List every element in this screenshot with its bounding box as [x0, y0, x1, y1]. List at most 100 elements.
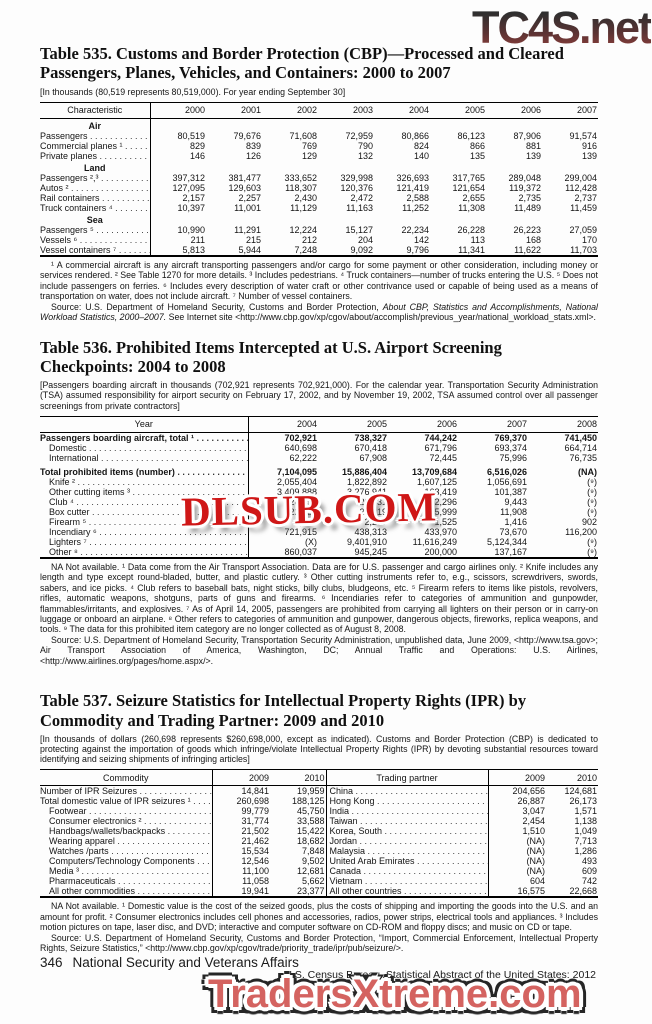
column-header-year: 2000 — [150, 101, 206, 119]
empty-cell — [542, 213, 598, 225]
value-cell: 839 — [245, 140, 261, 151]
page-number: 346 — [40, 955, 63, 970]
row-label-text: Handbags/wallets/backpacks — [49, 826, 166, 837]
empty-cell — [150, 213, 206, 225]
row-label: Footwear — [40, 806, 213, 817]
row-label: Passengers — [40, 130, 151, 141]
value-cell: 5,124,344 — [486, 536, 527, 547]
table-row: Vessel containers ⁷ 5,813 5,944 7,248 9,092 9… — [40, 244, 598, 256]
row-label: Total prohibited items (number) — [40, 462, 249, 477]
row-label: Rail containers — [40, 192, 151, 203]
value-cell: 87,906 — [513, 130, 541, 141]
value-cell: 1,510 — [522, 826, 545, 837]
value-cell: 80,866 — [401, 130, 429, 141]
value-cell: 139 — [581, 150, 597, 161]
value-cell: 2,655 — [462, 192, 485, 203]
table-row: Vessels ⁶ 211 215 212 204 142 113 168 170 — [40, 234, 598, 245]
value-cell: 881 — [525, 140, 541, 151]
row-label: Taiwan — [326, 816, 489, 827]
column-header-year: 2010 — [270, 769, 327, 787]
value-cell: 1,056,691 — [486, 476, 527, 487]
value-cell: 11,129 — [290, 202, 317, 213]
footnote-text: NA Not available. ¹ Domestic value is th… — [40, 901, 598, 933]
value-cell: 22,234 — [401, 224, 429, 235]
empty-cell — [486, 213, 542, 225]
value-cell: 671,796 — [424, 442, 457, 453]
value-cell: 1,416 — [504, 516, 527, 527]
value-cell: 2,157 — [182, 192, 205, 203]
value-cell: 493 — [581, 856, 597, 867]
table-535-footnotes: ¹ A commercial aircraft is any aircraft … — [40, 260, 598, 323]
value-cell: 26,223 — [513, 224, 541, 235]
row-label-text: Autos ² — [40, 182, 69, 193]
value-cell: (NA) — [526, 836, 546, 847]
empty-cell — [318, 161, 374, 173]
table-row: Other ⁸ 860,037 945,245 200,000 137,167 (⁹) — [40, 546, 598, 558]
value-cell: 113 — [470, 234, 485, 245]
row-label: Canada — [326, 866, 489, 877]
table-535-title: Table 535. Customs and Border Protection… — [40, 44, 564, 83]
value-cell: 137,167 — [494, 546, 527, 557]
row-label-text: Media ³ — [49, 866, 80, 877]
value-cell: 1,607,125 — [416, 476, 457, 487]
value-cell: 6,516,026 — [486, 466, 527, 477]
value-cell: 604 — [529, 876, 545, 887]
row-label-text: Watches /parts — [49, 846, 109, 857]
value-cell: 118,307 — [285, 182, 317, 193]
value-cell: 329,998 — [340, 172, 373, 183]
value-cell: 9,796 — [406, 244, 429, 255]
value-cell: (⁹) — [587, 546, 597, 557]
value-cell: 99,779 — [241, 806, 269, 817]
row-label-text: Other ⁸ — [49, 546, 78, 557]
value-cell: 11,616,249 — [412, 536, 457, 547]
value-cell: 702,921 — [284, 432, 317, 443]
row-label: Vessels ⁶ — [40, 234, 151, 245]
column-header: Commodity — [40, 769, 213, 787]
value-cell: 20,531 — [359, 496, 387, 507]
value-cell: (⁹) — [587, 506, 597, 517]
value-cell: 129,603 — [228, 182, 261, 193]
table-536-bracket-note: [Passengers boarding aircraft in thousan… — [40, 380, 598, 411]
value-cell: (⁹) — [587, 476, 597, 487]
value-cell: (NA) — [526, 866, 546, 877]
value-cell: 12,681 — [270, 866, 327, 877]
value-cell: 72,959 — [345, 130, 373, 141]
row-label: Vessel containers ⁷ — [40, 244, 151, 256]
row-label-text: Vessels ⁶ — [40, 234, 78, 245]
row-label: Other ⁸ — [40, 546, 249, 558]
row-label-text: Hong Kong — [329, 796, 375, 807]
value-cell: 7,248 — [294, 244, 317, 255]
value-cell: 135 — [469, 150, 485, 161]
section-title: National Security and Veterans Affairs — [72, 955, 299, 970]
empty-cell — [262, 118, 318, 131]
row-label: Firearm ⁵ — [40, 516, 249, 527]
value-cell: 11,622 — [514, 244, 541, 255]
value-cell: 2,588 — [406, 192, 429, 203]
group-header-row: Air — [40, 118, 598, 131]
value-cell: 146 — [189, 150, 205, 161]
table-537-footnotes: NA Not available. ¹ Domestic value is th… — [40, 901, 598, 953]
value-cell: 1,138 — [574, 816, 597, 827]
row-label-text: Lighters ⁷ — [49, 536, 87, 547]
value-cell: 27,059 — [569, 224, 597, 235]
column-header-year: 2010 — [546, 769, 598, 787]
value-cell: 397,312 — [172, 172, 205, 183]
table-row: Passengers ⁵ 10,990 11,291 12,224 15,127 22,2… — [40, 224, 598, 235]
value-cell: 16,575 — [517, 886, 545, 897]
row-label-text: Firearm ⁵ — [49, 516, 87, 527]
table-535-header-row: Characteristic 2000 2001 2002 2003 2004 … — [40, 101, 598, 119]
value-cell: (X) — [305, 536, 317, 547]
value-cell: 13,709,684 — [411, 466, 457, 477]
row-label-text: Passengers ⁵ — [40, 224, 94, 235]
group-header-row: Land — [40, 160, 598, 173]
value-cell: 670,418 — [354, 442, 387, 453]
value-cell: 76,735 — [569, 452, 597, 463]
value-cell: 3,276,941 — [346, 486, 387, 497]
value-cell: 333,652 — [284, 172, 317, 183]
column-header-year: 2001 — [206, 101, 262, 119]
value-cell: 72,445 — [429, 452, 457, 463]
value-cell: 11,908 — [500, 506, 527, 517]
row-label: Computers/Technology Components — [40, 856, 213, 867]
